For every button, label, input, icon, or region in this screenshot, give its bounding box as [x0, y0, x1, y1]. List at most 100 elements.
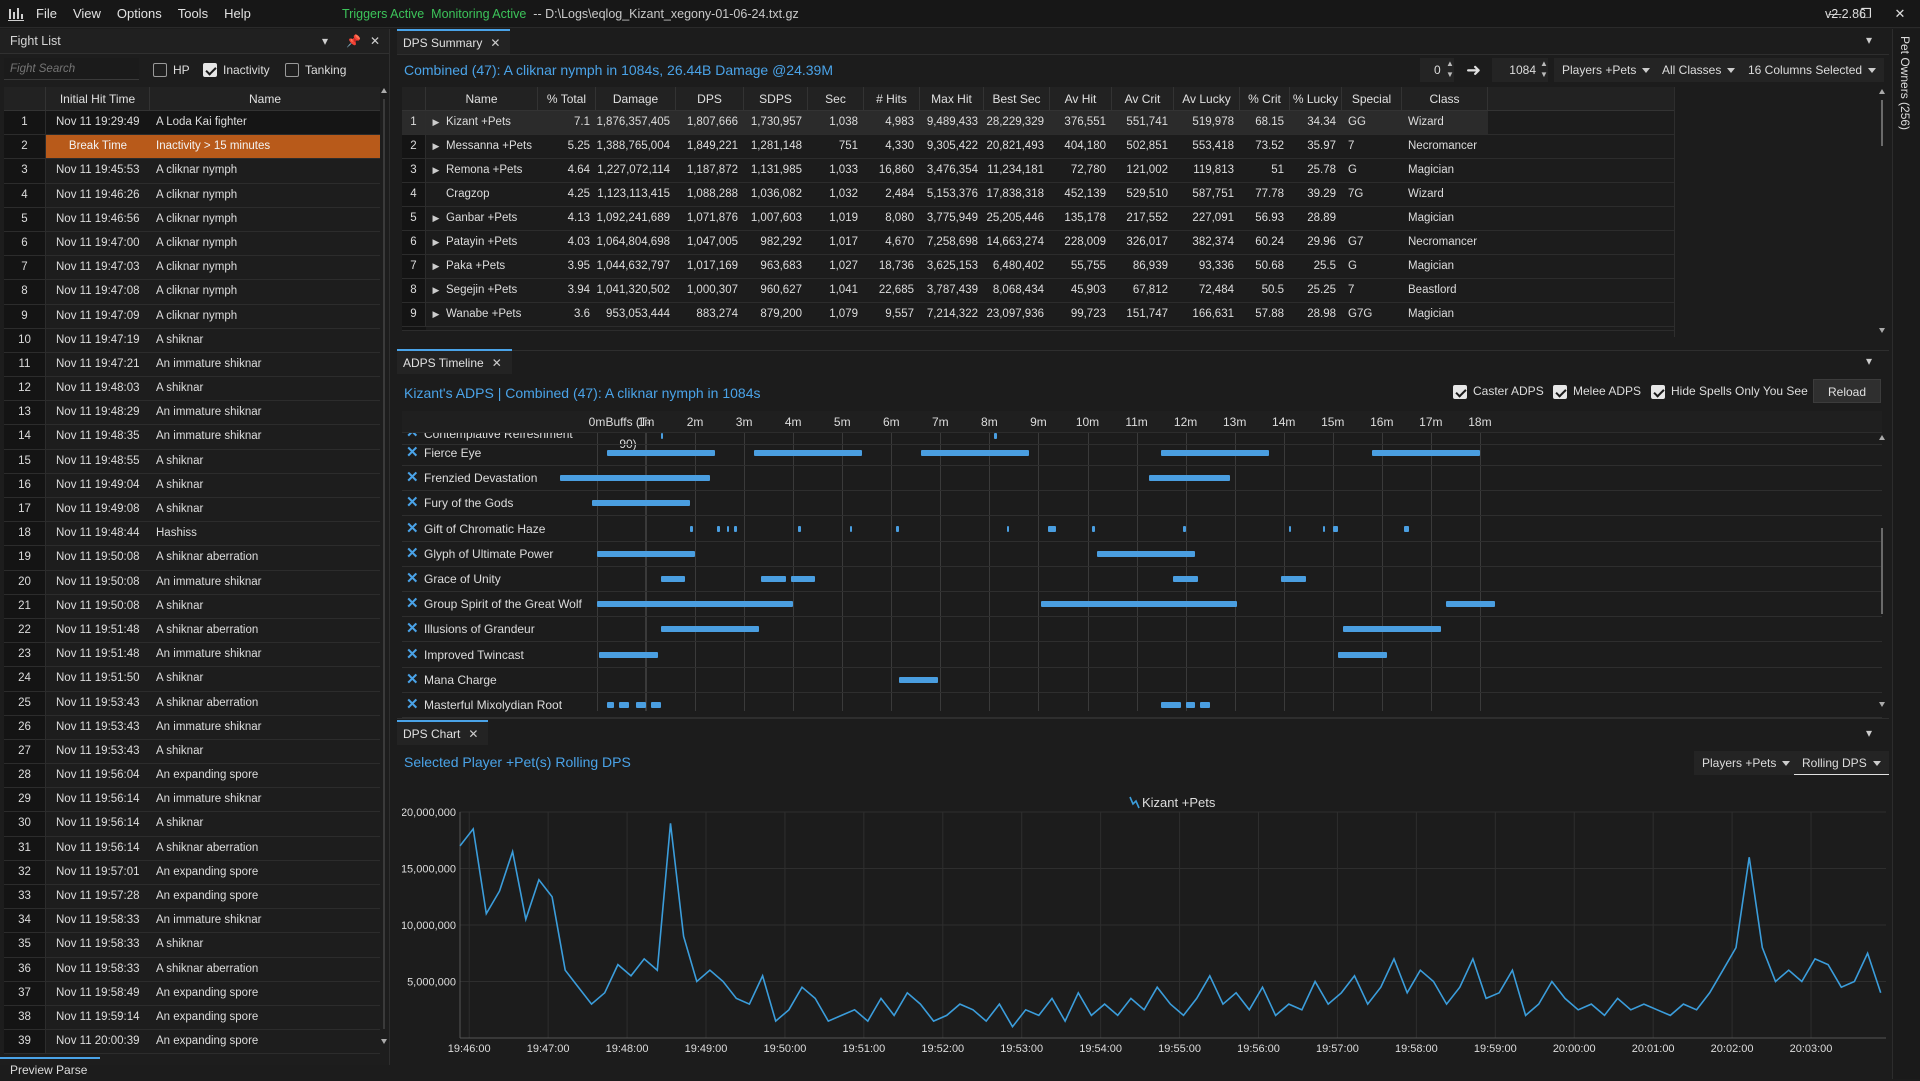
fight-list-row[interactable]: 16 Nov 11 19:49:04 A shiknar [4, 473, 380, 498]
hide-spells-checkbox[interactable] [1651, 385, 1665, 399]
range-start-input[interactable]: 0 [1420, 58, 1454, 82]
remove-spell-x-icon[interactable]: ✕ [406, 595, 419, 613]
column-best-sec[interactable]: Best Sec [984, 87, 1050, 110]
remove-spell-x-icon[interactable]: ✕ [406, 519, 419, 537]
fight-list-row[interactable]: 4 Nov 11 19:46:26 A cliknar nymph [4, 183, 380, 208]
expand-row-icon[interactable]: ▶ [426, 183, 446, 206]
chart-players-pets-dropdown[interactable]: Players +Pets [1694, 751, 1799, 775]
remove-spell-x-icon[interactable]: ✕ [406, 645, 419, 663]
melee-adps-checkbox[interactable] [1553, 385, 1567, 399]
chart-mode-dropdown[interactable]: Rolling DPS [1794, 751, 1889, 775]
splitter[interactable] [389, 29, 390, 1065]
column-max-hit[interactable]: Max Hit [920, 87, 984, 110]
dps-table-row[interactable]: 8 ▶ Segejin +Pets 3.94 1,041,320,502 1,000,30… [402, 279, 1674, 303]
columns-selected-dropdown[interactable]: 16 Columns Selected [1740, 58, 1885, 82]
close-tab-icon[interactable]: ✕ [490, 36, 501, 50]
column-sdps[interactable]: SDPS [744, 87, 808, 110]
range-start-spinner[interactable]: ▲ ▼ [1446, 59, 1454, 79]
class-filter-dropdown[interactable]: All Classes [1654, 58, 1744, 82]
fight-list-row[interactable]: 5 Nov 11 19:46:56 A cliknar nymph [4, 207, 380, 232]
column-av-crit[interactable]: Av Crit [1112, 87, 1174, 110]
close-window-icon[interactable]: ✕ [1894, 6, 1906, 21]
fight-list-row[interactable]: 28 Nov 11 19:56:04 An expanding spore [4, 764, 380, 789]
fight-list-row[interactable]: 14 Nov 11 19:48:35 An immature shiknar [4, 425, 380, 450]
column--total[interactable]: % Total [538, 87, 596, 110]
inactivity-checkbox[interactable] [203, 63, 217, 77]
column-av-lucky[interactable]: Av Lucky [1174, 87, 1240, 110]
fight-list-row[interactable]: 32 Nov 11 19:57:01 An expanding spore [4, 860, 380, 885]
dps-table-row[interactable]: 1 ▶ Kizant +Pets 7.1 1,876,357,405 1,807,666 1… [402, 111, 1674, 135]
column-name[interactable]: Name [426, 87, 538, 110]
expand-row-icon[interactable]: ▶ [432, 285, 440, 295]
column-initial-hit-time[interactable]: Initial Hit Time [46, 87, 150, 110]
fight-list-row[interactable]: 1 Nov 11 19:29:49 A Loda Kai fighter [4, 111, 380, 136]
column-dps[interactable]: DPS [676, 87, 744, 110]
dps-table-row[interactable]: 2 ▶ Messanna +Pets 5.25 1,388,765,004 1,849,2… [402, 135, 1674, 159]
fight-list-row[interactable]: 34 Nov 11 19:58:33 An immature shiknar [4, 909, 380, 934]
tab-adps-timeline[interactable]: ADPS Timeline ✕ [397, 349, 512, 374]
hp-checkbox[interactable] [153, 63, 167, 77]
expand-row-icon[interactable]: ▶ [432, 237, 440, 247]
expand-row-icon[interactable]: ▶ [432, 165, 440, 175]
menu-tools[interactable]: Tools [177, 6, 209, 21]
remove-spell-x-icon[interactable]: ✕ [406, 544, 419, 562]
column--crit[interactable]: % Crit [1240, 87, 1290, 110]
fight-list-row[interactable]: 22 Nov 11 19:51:48 A shiknar aberration [4, 618, 380, 644]
menu-help[interactable]: Help [224, 6, 251, 21]
dps-table-row[interactable]: 7 ▶ Paka +Pets 3.95 1,044,632,797 1,017,169 96… [402, 255, 1674, 279]
column-name[interactable]: Name [248, 92, 281, 106]
fight-list-row[interactable]: 17 Nov 11 19:49:08 A shiknar [4, 498, 380, 523]
remove-spell-x-icon[interactable]: ✕ [406, 469, 419, 487]
fight-list-row[interactable]: 21 Nov 11 19:50:08 A shiknar [4, 594, 380, 619]
column--hits[interactable]: # Hits [864, 87, 920, 110]
remove-spell-x-icon[interactable]: ✕ [406, 670, 419, 688]
dps-table-row[interactable]: 6 ▶ Patayin +Pets 4.03 1,064,804,698 1,047,00… [402, 231, 1674, 255]
panel-menu-chevron-icon[interactable]: ▾ [1866, 726, 1873, 740]
fight-list-row[interactable]: 31 Nov 11 19:56:14 A shiknar aberration [4, 836, 380, 861]
chart-legend[interactable]: Kizant +Pets [1129, 795, 1216, 810]
dps-summary-scrollbar[interactable] [1878, 88, 1886, 336]
menu-file[interactable]: File [36, 6, 57, 21]
fight-list-row[interactable]: 39 Nov 11 20:00:39 An expanding spore [4, 1030, 380, 1055]
fight-list-row[interactable]: 6 Nov 11 19:47:00 A cliknar nymph [4, 231, 380, 257]
players-pets-dropdown[interactable]: Players +Pets [1554, 58, 1659, 82]
close-panel-icon[interactable]: ✕ [370, 34, 381, 48]
column-av-hit[interactable]: Av Hit [1050, 87, 1112, 110]
expand-row-icon[interactable]: ▶ [432, 117, 440, 127]
fight-list-row[interactable]: 38 Nov 11 19:59:14 An expanding spore [4, 1005, 380, 1031]
fight-list-row[interactable]: 24 Nov 11 19:51:50 A shiknar [4, 667, 380, 692]
dps-table-row[interactable]: 9 ▶ Wanabe +Pets 3.6 953,053,444 883,274 879,2… [402, 303, 1674, 327]
column-special[interactable]: Special [1342, 87, 1402, 110]
expand-row-icon[interactable]: ▶ [432, 309, 440, 319]
tab-dps-chart[interactable]: DPS Chart ✕ [397, 720, 489, 745]
fight-list-row[interactable]: 30 Nov 11 19:56:14 A shiknar [4, 812, 380, 837]
remove-spell-x-icon[interactable]: ✕ [406, 696, 419, 713]
fight-list-row[interactable]: 10 Nov 11 19:47:19 A shiknar [4, 328, 380, 353]
fight-list-row[interactable]: 33 Nov 11 19:57:28 An expanding spore [4, 885, 380, 910]
minimize-icon[interactable]: — [1828, 6, 1842, 21]
panel-menu-chevron-icon[interactable]: ▾ [322, 34, 329, 48]
tab-dps-summary[interactable]: DPS Summary ✕ [397, 29, 511, 54]
fight-list-row[interactable]: 2 Break Time Inactivity > 15 minutes [4, 135, 380, 160]
expand-row-icon[interactable]: ▶ [432, 141, 440, 151]
range-end-spinner[interactable]: ▲ ▼ [1540, 59, 1548, 79]
panel-menu-chevron-icon[interactable]: ▾ [1866, 33, 1873, 47]
fight-search-input[interactable] [4, 58, 139, 80]
tanking-checkbox[interactable] [285, 63, 299, 77]
pet-owners-tab[interactable]: Pet Owners (256) [1898, 36, 1912, 131]
fight-list-row[interactable]: 37 Nov 11 19:58:49 An expanding spore [4, 981, 380, 1006]
column--lucky[interactable]: % Lucky [1290, 87, 1342, 110]
remove-spell-x-icon[interactable]: ✕ [406, 444, 419, 461]
close-tab-icon[interactable]: ✕ [468, 727, 479, 741]
fight-list-row[interactable]: 9 Nov 11 19:47:09 A cliknar nymph [4, 304, 380, 329]
menu-view[interactable]: View [72, 6, 101, 21]
fight-list-row[interactable]: 8 Nov 11 19:47:08 A cliknar nymph [4, 280, 380, 305]
dps-table-row[interactable]: 3 ▶ Remona +Pets 4.64 1,227,072,114 1,187,872… [402, 159, 1674, 183]
caster-adps-checkbox[interactable] [1453, 385, 1467, 399]
fight-list-row[interactable]: 23 Nov 11 19:51:48 An immature shiknar [4, 643, 380, 668]
fight-list-row[interactable]: 25 Nov 11 19:53:43 A shiknar aberration [4, 691, 380, 716]
close-tab-icon[interactable]: ✕ [491, 356, 502, 370]
fight-list-scrollbar[interactable] [380, 87, 388, 1047]
fight-list-row[interactable]: 7 Nov 11 19:47:03 A cliknar nymph [4, 256, 380, 281]
column-damage[interactable]: Damage [596, 87, 676, 110]
